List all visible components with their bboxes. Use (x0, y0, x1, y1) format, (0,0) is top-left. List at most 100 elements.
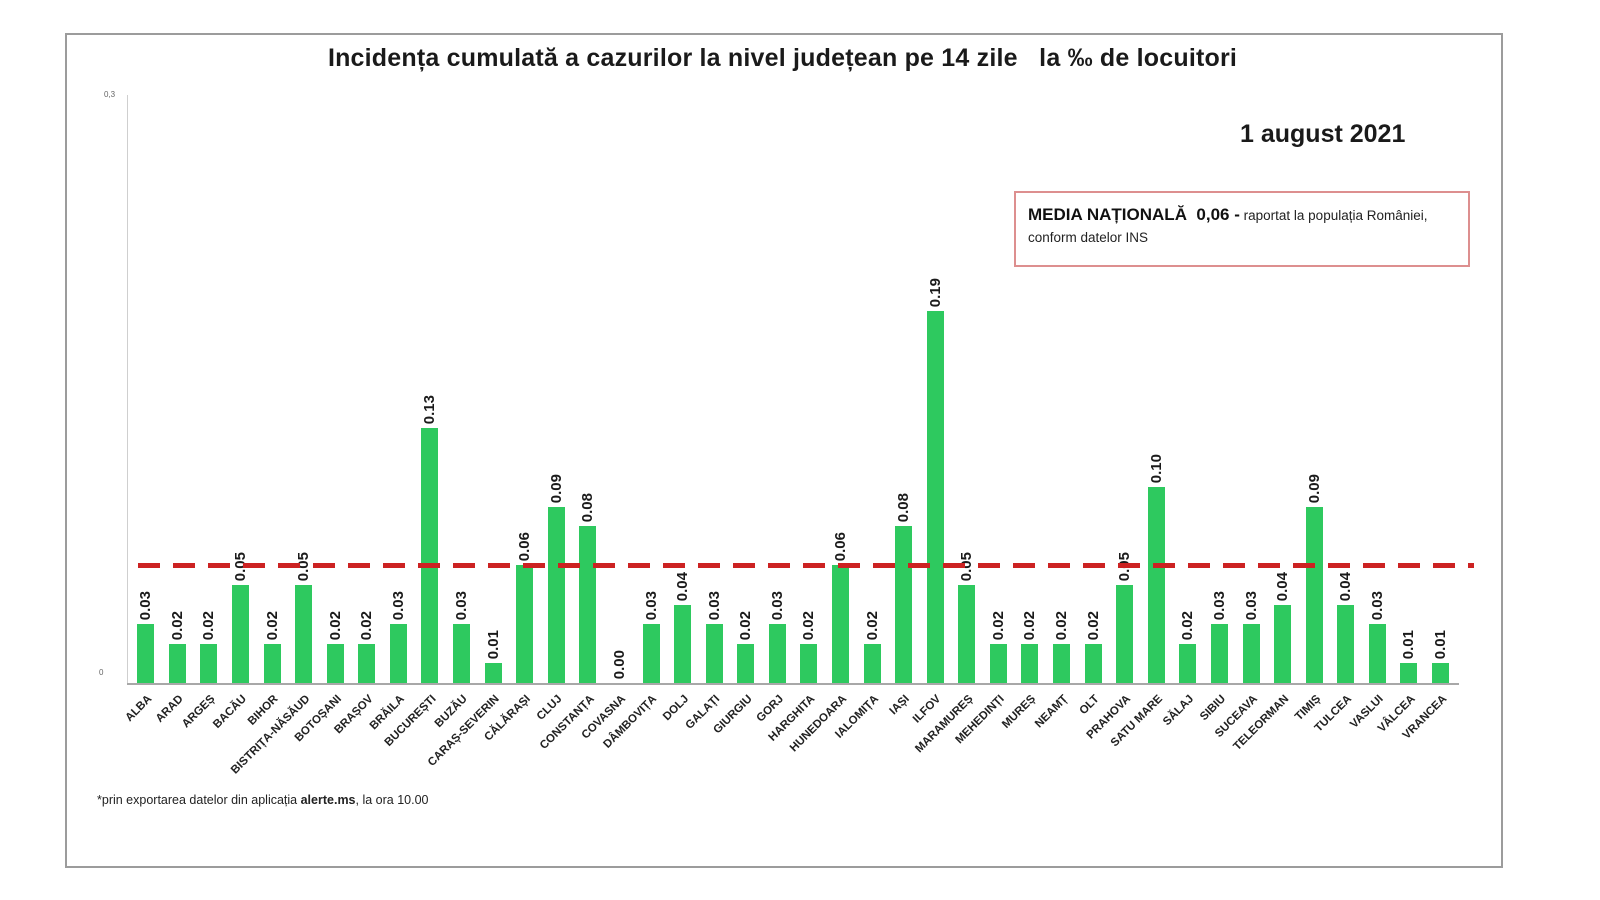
bar (453, 624, 471, 683)
bar (389, 624, 407, 683)
bar (1021, 644, 1039, 683)
bar-column: 0.03 VASLUI (1348, 95, 1394, 731)
bar (1274, 605, 1292, 683)
bar-column: 0.04 TELEORMAN (1231, 95, 1299, 753)
bar-column: 0.01 CARAȘ-SEVERIN (426, 95, 509, 769)
bar-value-label: 0.02 (800, 610, 818, 640)
bar (895, 526, 913, 683)
bar (516, 565, 534, 683)
bar-value-label: 0.01 (1431, 629, 1449, 659)
bar-column: 0.02 MEHEDINȚI (954, 95, 1015, 746)
bar-column: 0.01 VRANCEA (1400, 95, 1457, 742)
bar-column: 0.19 ILFOV (911, 95, 951, 726)
footnote-app-name: alerte.ms (300, 793, 356, 807)
bar (263, 644, 281, 683)
bar (832, 565, 849, 683)
bar (1337, 605, 1355, 683)
bar (1084, 644, 1102, 683)
bar-value-label: 0.02 (1021, 610, 1039, 640)
bar-column: 0.03 ALBA (123, 95, 162, 724)
bar-value-label: 0.04 (1337, 571, 1355, 601)
y-axis-top-tick: 0,3 (104, 90, 116, 99)
bar (1242, 624, 1260, 683)
bar-column: 0.08 IAȘI (888, 95, 920, 718)
bar-column: 0.03 GORJ (754, 95, 794, 725)
national-average-note: raportat la populația României, conform … (1028, 208, 1428, 245)
bar-value-label: 0.02 (1084, 610, 1102, 640)
bar (642, 624, 660, 683)
bar-value-label: 0.06 (832, 531, 849, 561)
bar-value-label: 0.03 (705, 590, 723, 620)
date-label: 1 august 2021 (1240, 120, 1406, 148)
bar-value-label: 0.02 (263, 610, 281, 640)
bar-column: 0.02 MUREȘ (1001, 95, 1046, 731)
bar-value-label: 0.03 (137, 590, 155, 620)
bar-value-label: 0.06 (516, 531, 534, 561)
bar-column: 0.03 GALAȚI (684, 95, 730, 732)
bar-column: 0.05BISTRIȚA-NĂSĂUD (229, 95, 320, 777)
bar (232, 585, 250, 683)
bar (358, 644, 376, 683)
bar (1147, 487, 1165, 683)
bar (989, 644, 1007, 683)
bar (800, 644, 818, 683)
bar (547, 507, 565, 683)
bar-column: 0.02 ARGEȘ (180, 95, 225, 731)
bar-column: 0.05PRAHOVA (1085, 95, 1141, 742)
bar (926, 311, 944, 683)
bar-column: 0.02 GIURGIU (711, 95, 762, 736)
footnote: *prin exportarea datelor din aplicația a… (97, 793, 428, 807)
bar (421, 428, 439, 683)
bar-value-label: 0.08 (579, 492, 597, 522)
bar-value-label: 0.03 (389, 590, 407, 620)
bar-column: 0.02 IALOMIȚA (833, 95, 888, 741)
bar (1116, 585, 1134, 683)
y-axis-line (127, 95, 128, 683)
bar-value-label: 0.02 (1053, 610, 1071, 640)
bar (579, 526, 597, 683)
bar (1179, 644, 1197, 683)
bar (168, 644, 186, 683)
bar (705, 624, 723, 683)
national-average-value: MEDIA NAȚIONALĂ 0,06 - (1028, 205, 1240, 224)
y-axis-bottom-tick: 0 (99, 668, 104, 677)
bar (863, 644, 881, 683)
footnote-prefix: *prin exportarea datelor din aplicația (97, 793, 301, 807)
national-average-box: MEDIA NAȚIONALĂ 0,06 - raportat la popul… (1014, 191, 1470, 267)
bar-value-label: 0.01 (484, 629, 502, 659)
national-average-dashed-line (138, 563, 1474, 568)
bar-value-label: 0.03 (642, 590, 660, 620)
bar-column: 0.02 BIHOR (246, 95, 288, 728)
bar-column: 0.05BACĂU (211, 95, 257, 731)
bar-column: 0.02 SĂLAJ (1161, 95, 1204, 728)
bar-value-label: 0.04 (674, 571, 692, 601)
bar-value-label: 0.02 (200, 610, 218, 640)
bar-value-label: 0.02 (737, 610, 755, 640)
bar-column: 0.02 OLT (1077, 95, 1109, 717)
bar (1368, 624, 1386, 683)
bar-column: 0.02 NEAMȚ (1033, 95, 1078, 731)
bar (1400, 663, 1418, 683)
plot-area: 0.03ALBA0.02ARAD0.02ARGEȘ0.05BACĂU0.02BI… (123, 95, 1457, 777)
bar-column: 0.00 COVASNA (579, 95, 636, 742)
bar-value-label: 0.08 (895, 492, 913, 522)
bar-value-label: 0.03 (1242, 590, 1260, 620)
bar-column: 0.05MARAMUREȘ (913, 95, 983, 755)
bar-value-label: 0.02 (863, 610, 881, 640)
bar-column: 0.03 BUZĂU (433, 95, 478, 730)
bar-value-label: 0.03 (1210, 590, 1228, 620)
bar-value-label: 0.02 (358, 610, 376, 640)
bar (1305, 507, 1323, 683)
bar (674, 605, 692, 683)
bar-value-label: 0.00 (610, 649, 628, 679)
bar (958, 585, 976, 683)
bar (295, 585, 313, 683)
bar-column: 0.03 DÂMBOVIȚA (602, 95, 667, 751)
bar-value-label: 0.10 (1147, 453, 1165, 483)
bar-value-label: 0.09 (1305, 473, 1323, 503)
bar-value-label: 0.04 (1274, 571, 1292, 601)
bar-value-label: 0.03 (1368, 590, 1386, 620)
bar-column: 0.02 HARGHITA (767, 95, 825, 744)
bar-value-label: 0.03 (768, 590, 786, 620)
